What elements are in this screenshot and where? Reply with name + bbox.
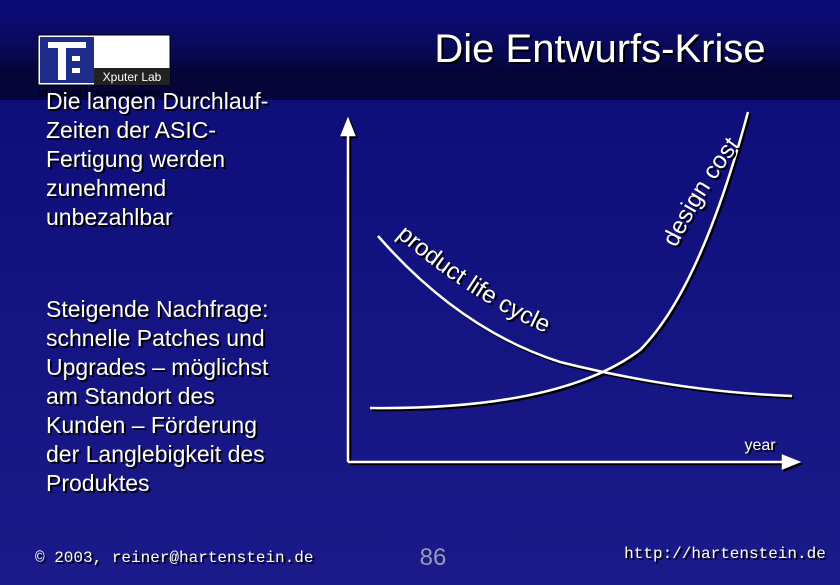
footer-url: http://hartenstein.de xyxy=(624,545,826,563)
logo-name: Xputer Lab xyxy=(103,70,162,84)
curve xyxy=(377,235,793,398)
bullet-line: Fertigung werden xyxy=(46,146,225,172)
bullet-line: unbezahlbar xyxy=(46,204,173,230)
bullet-line: Die langen Durchlauf- xyxy=(46,88,268,114)
bullet-line: Upgrades – möglichst xyxy=(46,354,269,380)
bullet-line: der Langlebigkeit des xyxy=(46,441,265,467)
bullet-line: am Standort des xyxy=(46,383,215,409)
bullet-line: Zeiten der ASIC- xyxy=(46,117,216,143)
curve xyxy=(369,111,750,410)
page-number: 86 xyxy=(420,544,447,571)
bullet-line: schnelle Patches und xyxy=(46,325,265,351)
arrowhead xyxy=(340,116,356,137)
bullet: Steigende Nachfrage: schnelle Patches und… xyxy=(46,296,269,496)
slide-title: Die Entwurfs-Krise xyxy=(434,27,765,71)
footer-copyright: © 2003, reiner@hartenstein.de xyxy=(35,549,313,567)
diagram xyxy=(340,111,802,470)
arrowhead xyxy=(781,454,802,470)
logo-affiliation: University of Kaiserslautern xyxy=(38,88,160,99)
bullet-line: Steigende Nachfrage: xyxy=(46,296,269,322)
bullet-line: Produktes xyxy=(46,470,150,496)
bullet-line: Kunden – Förderung xyxy=(46,412,257,438)
bullet-line: zunehmend xyxy=(46,175,166,201)
bullet: Die langen Durchlauf- Zeiten der ASIC- Fer… xyxy=(46,88,268,230)
axis-label: year xyxy=(744,437,776,454)
logo: Xputer Lab University of Kaiserslautern xyxy=(37,34,171,99)
